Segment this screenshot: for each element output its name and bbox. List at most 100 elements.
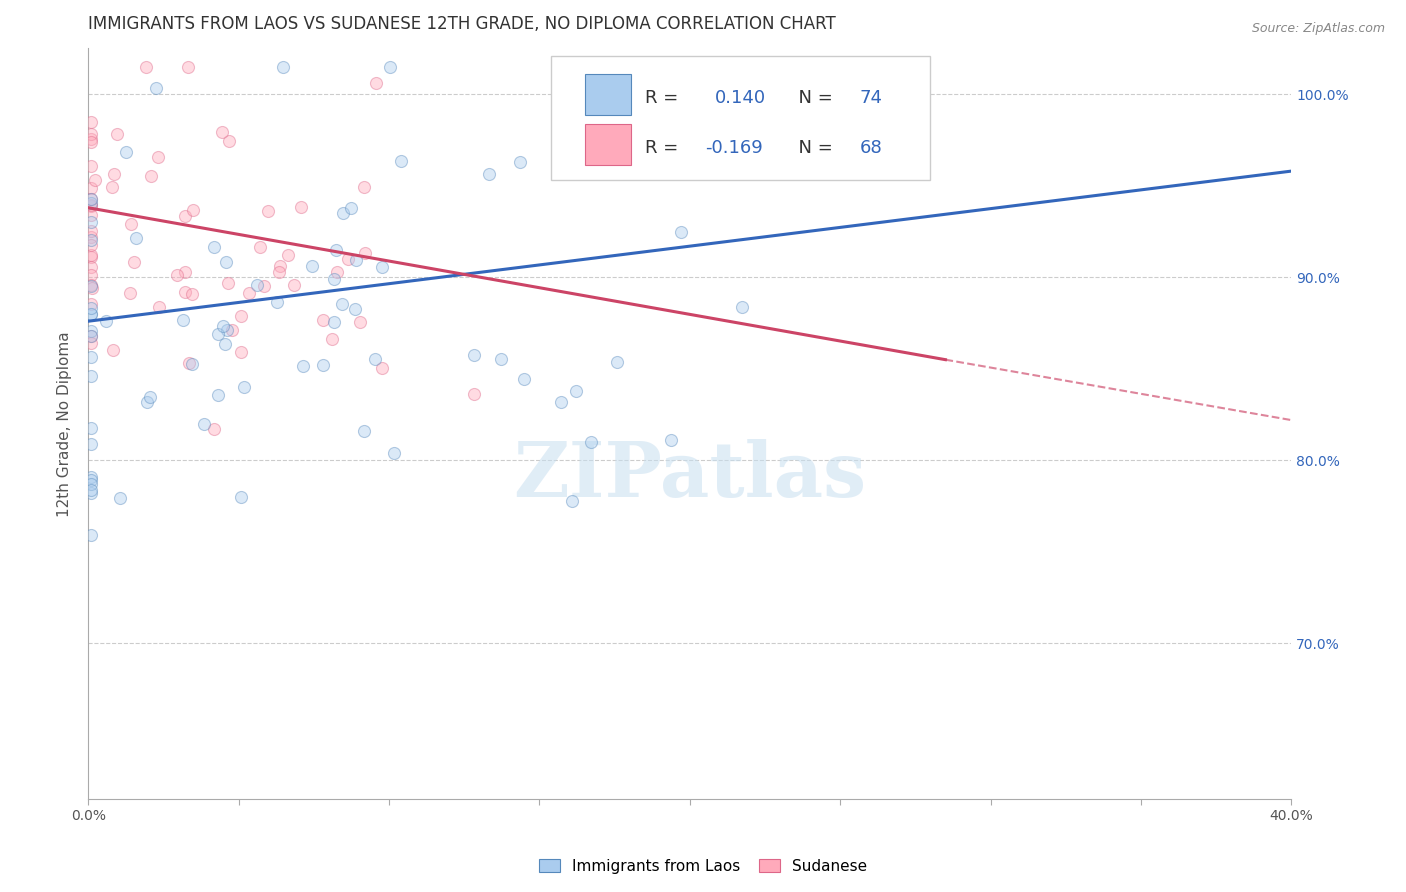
Point <box>513 372 536 386</box>
Point <box>80 135 103 149</box>
Point <box>136 395 159 409</box>
Point <box>463 348 485 362</box>
Text: R =: R = <box>645 89 685 107</box>
Point <box>177 60 200 74</box>
Text: ZIPatlas: ZIPatlas <box>513 439 866 513</box>
Point <box>80 528 103 542</box>
Point <box>135 60 157 74</box>
Point <box>344 252 367 267</box>
Point <box>249 239 271 253</box>
Point <box>217 323 239 337</box>
Point <box>238 285 260 300</box>
Point <box>349 315 371 329</box>
Point <box>80 233 103 247</box>
Point <box>364 351 387 366</box>
Point <box>120 285 142 300</box>
Point <box>478 167 501 181</box>
Point <box>125 231 148 245</box>
Point <box>353 180 375 194</box>
Point <box>659 433 682 447</box>
Text: 74: 74 <box>859 89 883 107</box>
Point <box>80 215 103 229</box>
Point <box>166 268 188 282</box>
Point <box>115 145 138 159</box>
Point <box>120 217 142 231</box>
Point <box>103 167 125 181</box>
Point <box>80 127 103 141</box>
Point <box>565 384 588 399</box>
Point <box>207 388 229 402</box>
Legend: Immigrants from Laos, Sudanese: Immigrants from Laos, Sudanese <box>533 853 873 880</box>
Point <box>326 265 349 279</box>
Point <box>193 417 215 432</box>
Point <box>271 60 294 74</box>
Point <box>330 296 353 310</box>
Point <box>332 206 354 220</box>
Point <box>80 196 103 211</box>
Point <box>124 255 146 269</box>
Text: IMMIGRANTS FROM LAOS VS SUDANESE 12TH GRADE, NO DIPLOMA CORRELATION CHART: IMMIGRANTS FROM LAOS VS SUDANESE 12TH GR… <box>89 15 837 33</box>
Point <box>80 485 103 500</box>
Point <box>382 446 405 460</box>
Point <box>80 483 103 498</box>
Text: -0.169: -0.169 <box>706 139 763 157</box>
Point <box>148 300 170 314</box>
Point <box>80 132 103 146</box>
Text: 0.140: 0.140 <box>716 89 766 107</box>
Point <box>212 319 235 334</box>
Point <box>80 301 103 315</box>
Point <box>80 159 103 173</box>
Point <box>291 359 314 373</box>
Point <box>256 204 278 219</box>
Point <box>80 307 103 321</box>
Point <box>172 313 194 327</box>
Point <box>80 268 103 282</box>
Point <box>80 368 103 383</box>
Point <box>283 277 305 292</box>
Point <box>96 314 118 328</box>
FancyBboxPatch shape <box>585 124 631 165</box>
Point <box>366 76 388 90</box>
Point <box>80 199 103 213</box>
Point <box>266 294 288 309</box>
Point <box>101 179 124 194</box>
Point <box>80 279 103 293</box>
Point <box>231 345 253 359</box>
Point <box>145 81 167 95</box>
Point <box>80 470 103 484</box>
Point <box>277 247 299 261</box>
Point <box>325 243 347 257</box>
Point <box>80 324 103 338</box>
Point <box>489 351 512 366</box>
Point <box>214 255 236 269</box>
Point <box>389 153 412 168</box>
Point <box>579 434 602 449</box>
Point <box>80 350 103 364</box>
Point <box>80 193 103 207</box>
Point <box>253 278 276 293</box>
Point <box>214 336 236 351</box>
Point <box>80 336 103 351</box>
Point <box>80 307 103 321</box>
Point <box>887 150 910 164</box>
Point <box>301 259 323 273</box>
Point <box>463 387 485 401</box>
Point <box>80 208 103 222</box>
Point <box>80 421 103 435</box>
Point <box>80 474 103 488</box>
Point <box>80 281 103 295</box>
Point <box>561 494 583 508</box>
Y-axis label: 12th Grade, No Diploma: 12th Grade, No Diploma <box>58 331 72 516</box>
Point <box>139 391 162 405</box>
Point <box>211 125 233 139</box>
Point <box>173 265 195 279</box>
Point <box>371 361 394 376</box>
Text: N =: N = <box>787 89 839 107</box>
Point <box>177 355 200 369</box>
Point <box>606 355 628 369</box>
Point <box>80 237 103 252</box>
Point <box>246 277 269 292</box>
Point <box>202 239 225 253</box>
Point <box>80 477 103 491</box>
Point <box>80 329 103 343</box>
